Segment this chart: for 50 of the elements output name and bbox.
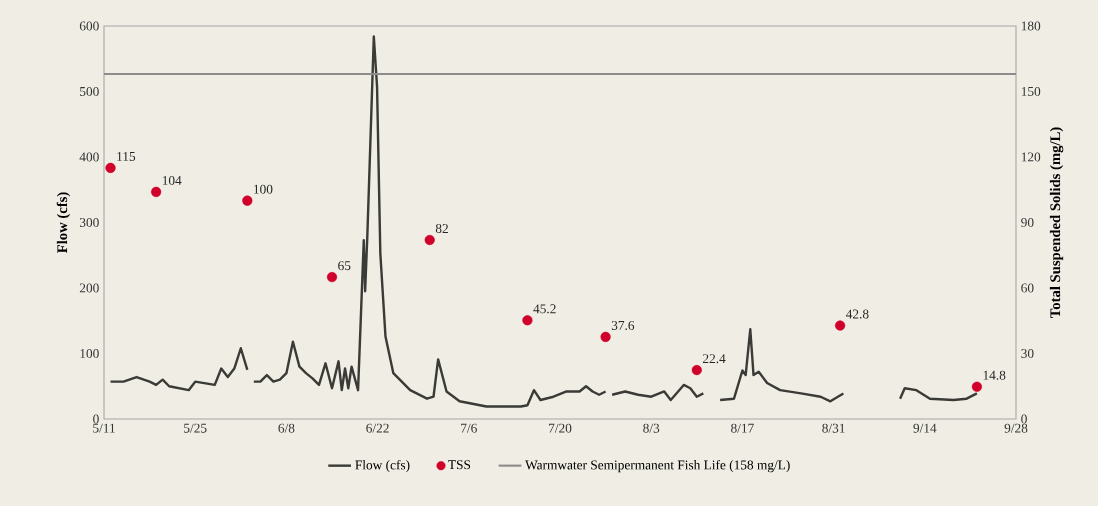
x-tick-label: 5/25 (184, 423, 207, 433)
y2-tick-label: 0 (1021, 414, 1027, 424)
x-tick-label: 9/14 (913, 423, 937, 433)
point (105, 162, 116, 173)
data-label: 22.4 (702, 354, 726, 364)
y2-tick-label: 150 (1021, 86, 1041, 96)
y-tick-label: 200 (79, 283, 99, 293)
legend-label: Warmwater Semipermanent Fish Life (158 mg/L) (525, 459, 790, 473)
x-tick-label: 5/11 (93, 423, 115, 433)
point (326, 272, 338, 283)
y2-tick-label: 30 (1021, 348, 1034, 358)
point (424, 234, 435, 246)
point (600, 331, 611, 342)
data-label: 45.2 (533, 304, 556, 314)
x-tick-label: 7/20 (549, 423, 572, 433)
x-tick-label: 6/22 (366, 423, 389, 433)
point (691, 365, 702, 376)
point (151, 186, 162, 197)
point (242, 195, 253, 206)
point (835, 320, 846, 331)
y-tick-label: 600 (79, 21, 99, 31)
y-tick-label: 400 (79, 152, 99, 162)
y2-tick-label: 90 (1021, 217, 1034, 227)
data-label: 14.8 (983, 370, 1006, 380)
data-label: 65 (338, 261, 351, 271)
data-label: 104 (162, 175, 182, 185)
x-tick-label: 7/6 (461, 423, 477, 433)
y2-tick-label: 60 (1021, 283, 1034, 293)
y-tick-label: 500 (80, 87, 99, 96)
x-tick-label: 9/28 (1004, 423, 1028, 433)
point (522, 315, 533, 326)
y-tick-label: 0 (93, 414, 99, 424)
data-label: 37.6 (611, 320, 635, 330)
y2-tick-label: 120 (1021, 152, 1041, 162)
x-tick-label: 8/3 (643, 423, 660, 433)
x-tick-label: 6/8 (278, 423, 295, 433)
x-tick-label: 8/31 (822, 423, 845, 433)
data-label: 42.8 (845, 309, 869, 319)
data-label: 82 (435, 224, 448, 234)
legend-label: Flow (cfs) (355, 459, 410, 473)
data-label: 100 (254, 184, 273, 194)
x-tick-label: 8/17 (731, 423, 754, 433)
y-tick-label: 300 (79, 217, 99, 227)
data-label: 115 (117, 152, 136, 161)
y-axis-title: Flow (cfs) (56, 192, 71, 253)
point (971, 381, 982, 392)
y2-axis-title: Total Suspended Solids (mg/L) (1049, 127, 1064, 318)
legend-label: TSS (448, 460, 471, 470)
y-tick-label: 100 (80, 348, 99, 358)
y2-tick-label: 180 (1021, 21, 1041, 31)
